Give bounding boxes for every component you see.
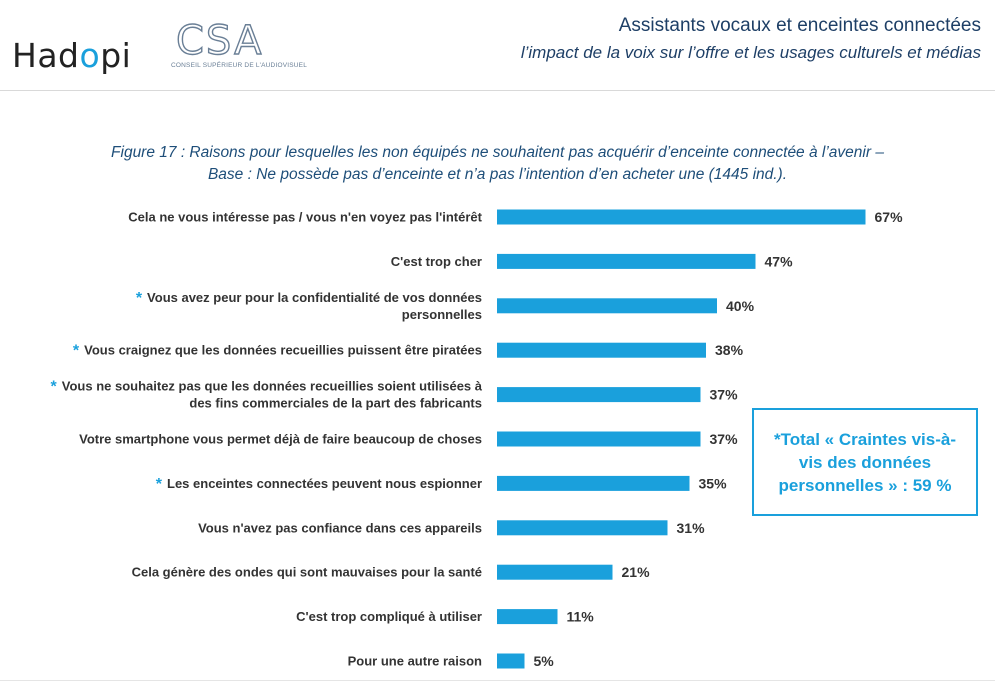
bar-chart: Cela ne vous intéresse pas / vous n'en v… [51, 209, 904, 669]
category-label: Cela génère des ondes qui sont mauvaises… [132, 565, 482, 580]
value-label: 40% [726, 298, 755, 314]
category-label: Pour une autre raison [348, 654, 482, 669]
asterisk-marker: * [156, 476, 163, 493]
category-label: Les enceintes connectées peuvent nous es… [167, 476, 482, 491]
bar [497, 653, 525, 669]
value-label: 31% [677, 520, 706, 536]
bar-row: C'est trop compliqué à utiliser 11% [296, 609, 594, 625]
bar-row: Vous avez peur pour la confidentialité d… [136, 290, 755, 322]
category-label: C'est trop cher [391, 254, 482, 269]
category-label: C'est trop compliqué à utiliser [296, 609, 482, 624]
value-label: 47% [765, 253, 794, 269]
value-label: 37% [710, 387, 739, 403]
hadopi-logo-o: o [79, 36, 101, 75]
bar-row: Cela génère des ondes qui sont mauvaises… [132, 564, 650, 580]
value-label: 67% [875, 209, 904, 225]
privacy-concerns-callout: *Total « Craintes vis-à-vis des données … [752, 408, 978, 516]
bar-row: Les enceintes connectées peuvent nous es… [156, 475, 727, 493]
bar [497, 253, 756, 269]
bar-row: Vous ne souhaitez pas que les données re… [51, 379, 739, 411]
bar [497, 609, 558, 625]
value-label: 21% [622, 564, 651, 580]
bar-row: Vous craignez que les données recueillie… [73, 342, 744, 360]
bar [497, 209, 866, 225]
bar [497, 431, 701, 447]
value-label: 37% [710, 431, 739, 447]
csa-logo: CSA [175, 17, 263, 64]
bar [497, 387, 701, 403]
category-label: Vous ne souhaitez pas que les données re… [62, 379, 483, 394]
figure-caption-line-2: Base : Ne possède pas d’enceinte et n’a … [207, 166, 788, 183]
bar [497, 298, 717, 314]
value-label: 5% [534, 653, 555, 669]
header-divider [0, 90, 995, 91]
category-label: personnelles [402, 307, 482, 322]
bar-row: Votre smartphone vous permet déjà de fai… [79, 431, 738, 447]
bar [497, 475, 690, 491]
csa-logo-subtitle: CONSEIL SUPÉRIEUR DE L'AUDIOVISUEL [171, 62, 308, 69]
report-subtitle: l’impact de la voix sur l’offre et les u… [520, 43, 981, 62]
bar-row: C'est trop cher 47% [391, 253, 793, 269]
callout-text: *Total « Craintes vis-à-vis des données … [773, 429, 957, 495]
value-label: 38% [715, 342, 744, 358]
value-label: 35% [699, 475, 728, 491]
category-label: Cela ne vous intéresse pas / vous n'en v… [128, 210, 482, 225]
category-label: Vous avez peur pour la confidentialité d… [147, 290, 482, 305]
category-label: Vous craignez que les données recueillie… [84, 343, 482, 358]
report-title: Assistants vocaux et enceintes connectée… [618, 15, 981, 36]
bar-row: Cela ne vous intéresse pas / vous n'en v… [128, 209, 903, 225]
value-label: 11% [567, 609, 595, 625]
csa-logo-text: CSA [176, 18, 263, 64]
bar [497, 342, 706, 358]
category-label: des fins commerciales de la part des fab… [189, 396, 482, 411]
bar [497, 564, 613, 580]
asterisk-marker: * [136, 290, 143, 307]
figure-caption-line-1: Figure 17 : Raisons pour lesquelles les … [111, 144, 884, 161]
bar [497, 520, 668, 536]
asterisk-marker: * [73, 343, 80, 360]
bar-row: Pour une autre raison 5% [348, 653, 555, 669]
figure-caption: Figure 17 : Raisons pour lesquelles les … [20, 142, 975, 186]
footer-divider [0, 680, 995, 681]
asterisk-marker: * [51, 379, 58, 396]
bar-row: Vous n'avez pas confiance dans ces appar… [198, 520, 705, 536]
category-label: Votre smartphone vous permet déjà de fai… [79, 432, 482, 447]
category-label: Vous n'avez pas confiance dans ces appar… [198, 520, 482, 535]
hadopi-logo: Hadopi [12, 36, 132, 75]
